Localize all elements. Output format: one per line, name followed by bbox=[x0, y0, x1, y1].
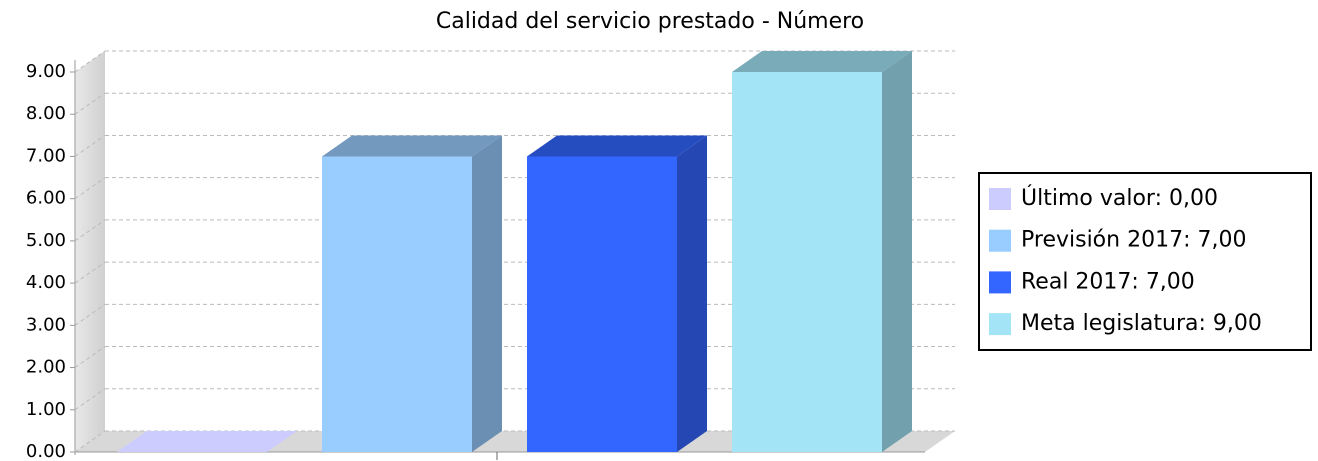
bar-front bbox=[322, 156, 472, 452]
bar-side bbox=[882, 51, 912, 452]
y-tick-label: 8.00 bbox=[26, 103, 66, 124]
y-tick-label: 9.00 bbox=[26, 61, 66, 82]
grid-line bbox=[74, 219, 106, 242]
legend-swatch bbox=[989, 188, 1011, 210]
y-tick-label: 2.00 bbox=[26, 357, 66, 378]
bar-front bbox=[732, 72, 882, 452]
legend-label: Último valor: 0,00 bbox=[1021, 185, 1218, 211]
grid-line bbox=[74, 430, 106, 453]
bar-top bbox=[322, 135, 502, 157]
y-tick-label: 7.00 bbox=[26, 145, 66, 166]
legend-label: Real 2017: 7,00 bbox=[1021, 269, 1195, 294]
grid-line bbox=[74, 303, 106, 326]
legend-swatch bbox=[989, 271, 1011, 294]
grid-line bbox=[74, 346, 106, 368]
chart-title: Calidad del servicio prestado - Número bbox=[436, 9, 864, 34]
grid-line bbox=[74, 261, 106, 284]
grid-line bbox=[74, 388, 106, 411]
bar-top bbox=[117, 431, 297, 452]
bar-front bbox=[527, 156, 677, 452]
legend-label: Meta legislatura: 9,00 bbox=[1021, 311, 1262, 336]
y-tick-label: 0.00 bbox=[26, 441, 66, 461]
y-tick-label: 1.00 bbox=[26, 399, 66, 420]
bar-top bbox=[732, 51, 912, 72]
legend-swatch bbox=[989, 229, 1011, 252]
legend-label: Previsión 2017: 7,00 bbox=[1021, 228, 1246, 253]
grid-line bbox=[74, 92, 106, 115]
legend bbox=[978, 172, 1312, 351]
y-tick-label: 3.00 bbox=[26, 314, 66, 335]
y-tick-label: 4.00 bbox=[26, 272, 66, 293]
y-tick-label: 5.00 bbox=[26, 230, 66, 251]
legend-swatch bbox=[989, 313, 1011, 336]
grid-line bbox=[74, 177, 106, 200]
grid-line bbox=[74, 135, 106, 157]
bar-side bbox=[677, 135, 707, 452]
y-tick-label: 6.00 bbox=[26, 188, 66, 209]
bar-top bbox=[527, 135, 707, 157]
bar-side bbox=[472, 135, 502, 452]
grid-line bbox=[74, 50, 106, 73]
